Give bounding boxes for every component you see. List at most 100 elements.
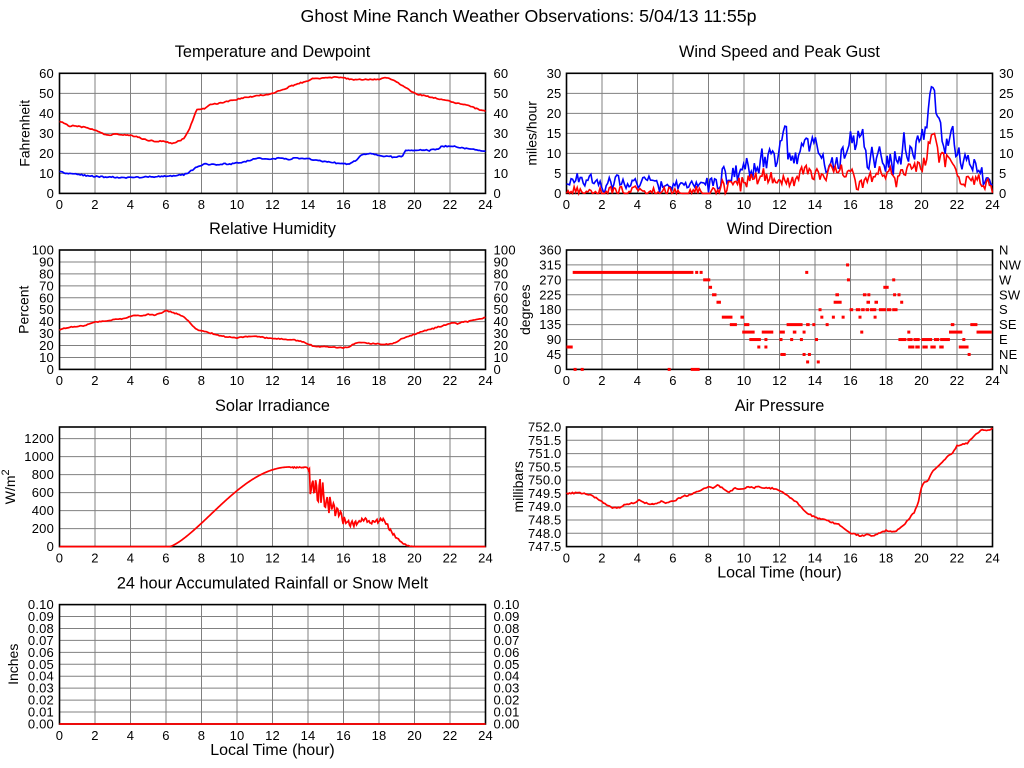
svg-text:90: 90 (494, 254, 509, 269)
svg-text:24: 24 (478, 197, 493, 212)
svg-text:24: 24 (985, 550, 1000, 565)
svg-text:8: 8 (705, 197, 712, 212)
svg-text:70: 70 (494, 278, 509, 293)
svg-text:0: 0 (56, 728, 63, 743)
svg-text:Wind Direction: Wind Direction (727, 220, 833, 238)
svg-text:8: 8 (198, 373, 205, 388)
svg-text:Ghost Mine Ranch Weather Obser: Ghost Mine Ranch Weather Observations: 5… (301, 6, 757, 26)
svg-text:0.06: 0.06 (28, 645, 54, 660)
svg-text:20: 20 (407, 728, 422, 743)
svg-text:50: 50 (39, 86, 54, 101)
svg-text:20: 20 (407, 197, 422, 212)
svg-text:5: 5 (554, 166, 561, 181)
svg-text:90: 90 (39, 254, 54, 269)
svg-text:12: 12 (772, 373, 787, 388)
svg-text:10: 10 (737, 373, 752, 388)
svg-text:10: 10 (737, 197, 752, 212)
svg-text:20: 20 (494, 146, 509, 161)
svg-text:0: 0 (47, 539, 54, 554)
svg-text:8: 8 (198, 197, 205, 212)
svg-text:0.09: 0.09 (494, 609, 520, 624)
svg-text:360: 360 (539, 243, 561, 258)
svg-text:0: 0 (56, 550, 63, 565)
svg-text:0: 0 (56, 373, 63, 388)
svg-text:20: 20 (407, 373, 422, 388)
svg-text:20: 20 (999, 106, 1014, 121)
svg-text:6: 6 (162, 728, 169, 743)
svg-text:0.02: 0.02 (494, 693, 520, 708)
svg-text:18: 18 (879, 197, 894, 212)
svg-text:30: 30 (999, 66, 1014, 81)
svg-text:N: N (999, 362, 1009, 377)
svg-text:30: 30 (39, 126, 54, 141)
svg-text:14: 14 (301, 728, 316, 743)
svg-text:0: 0 (47, 362, 54, 377)
svg-text:14: 14 (808, 373, 823, 388)
svg-text:NE: NE (999, 347, 1018, 362)
svg-text:752.0: 752.0 (528, 420, 562, 435)
svg-text:24: 24 (478, 550, 493, 565)
svg-text:0: 0 (999, 186, 1006, 201)
svg-text:0.09: 0.09 (28, 609, 54, 624)
svg-text:5: 5 (999, 166, 1006, 181)
svg-text:8: 8 (705, 550, 712, 565)
svg-text:0: 0 (47, 186, 54, 201)
svg-text:0.01: 0.01 (494, 705, 520, 720)
svg-text:0.07: 0.07 (494, 633, 520, 648)
svg-text:40: 40 (39, 106, 54, 121)
svg-text:20: 20 (39, 146, 54, 161)
svg-text:0: 0 (494, 186, 501, 201)
svg-text:200: 200 (32, 521, 54, 536)
svg-text:50: 50 (494, 86, 509, 101)
svg-text:22: 22 (950, 550, 965, 565)
svg-text:2: 2 (91, 197, 98, 212)
svg-text:100: 100 (32, 243, 54, 258)
svg-text:6: 6 (162, 550, 169, 565)
svg-text:750.5: 750.5 (528, 459, 562, 474)
svg-text:60: 60 (494, 66, 509, 81)
svg-text:22: 22 (443, 550, 458, 565)
svg-text:24: 24 (985, 197, 1000, 212)
svg-text:135: 135 (539, 317, 561, 332)
svg-text:16: 16 (336, 728, 351, 743)
svg-text:W/m2: W/m2 (0, 469, 18, 504)
svg-text:751.0: 751.0 (528, 446, 562, 461)
svg-text:25: 25 (999, 86, 1014, 101)
svg-text:80: 80 (494, 266, 509, 281)
svg-text:SE: SE (999, 317, 1017, 332)
svg-text:1000: 1000 (24, 449, 54, 464)
svg-text:16: 16 (843, 197, 858, 212)
svg-text:0.10: 0.10 (28, 597, 54, 612)
svg-text:4: 4 (127, 197, 134, 212)
svg-text:6: 6 (162, 373, 169, 388)
svg-text:749.0: 749.0 (528, 499, 562, 514)
svg-text:25: 25 (547, 86, 562, 101)
svg-text:SW: SW (999, 287, 1021, 302)
svg-text:Solar Irradiance: Solar Irradiance (215, 397, 330, 415)
svg-text:4: 4 (127, 550, 134, 565)
svg-text:degrees: degrees (517, 284, 533, 335)
svg-text:10: 10 (547, 146, 562, 161)
svg-text:24: 24 (478, 373, 493, 388)
svg-text:16: 16 (336, 373, 351, 388)
svg-text:270: 270 (539, 272, 561, 287)
svg-text:400: 400 (32, 503, 54, 518)
svg-text:751.5: 751.5 (528, 433, 562, 448)
svg-text:10: 10 (494, 350, 509, 365)
svg-text:12: 12 (772, 550, 787, 565)
svg-text:20: 20 (407, 550, 422, 565)
svg-text:40: 40 (494, 106, 509, 121)
svg-text:0: 0 (563, 373, 570, 388)
svg-text:0: 0 (563, 550, 570, 565)
svg-text:0.05: 0.05 (494, 657, 520, 672)
svg-text:12: 12 (265, 197, 280, 212)
svg-text:6: 6 (669, 373, 676, 388)
svg-text:8: 8 (198, 728, 205, 743)
svg-text:Local Time (hour): Local Time (hour) (717, 564, 842, 581)
svg-text:600: 600 (32, 485, 54, 500)
svg-text:millibars: millibars (510, 461, 526, 512)
svg-text:S: S (999, 302, 1008, 317)
svg-text:10: 10 (494, 166, 509, 181)
svg-text:4: 4 (634, 373, 641, 388)
svg-text:0.06: 0.06 (494, 645, 520, 660)
